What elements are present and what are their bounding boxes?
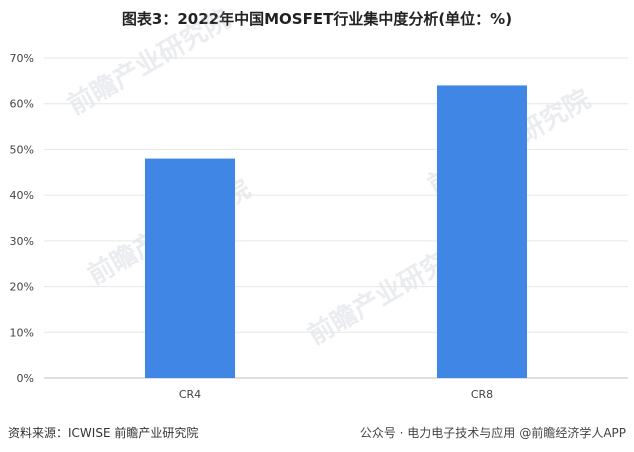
bar-cr4: [145, 158, 235, 378]
source-note: 资料来源：ICWISE 前瞻产业研究院: [8, 426, 199, 440]
y-tick-label: 10%: [10, 326, 34, 339]
x-tick-label: CR4: [179, 388, 201, 401]
y-tick-label: 60%: [10, 98, 34, 111]
y-tick-label: 50%: [10, 143, 34, 156]
x-tick-label: CR8: [471, 388, 493, 401]
watermark-footer: 公众号 · 电力电子技术与应用 @前瞻经济学人APP: [360, 424, 626, 441]
chart-title: 图表3：2022年中国MOSFET行业集中度分析(单位：%): [121, 10, 513, 28]
y-tick-label: 30%: [10, 235, 34, 248]
bar-cr8: [437, 85, 527, 378]
footer-wechat-text: 公众号 · 电力电子技术与应用: [359, 426, 516, 440]
y-tick-label: 0%: [17, 372, 34, 385]
y-tick-label: 40%: [10, 189, 34, 202]
y-tick-label: 20%: [10, 281, 34, 294]
y-tick-label: 70%: [10, 52, 34, 65]
footer-badge: @前瞻经济学人APP: [519, 426, 626, 440]
